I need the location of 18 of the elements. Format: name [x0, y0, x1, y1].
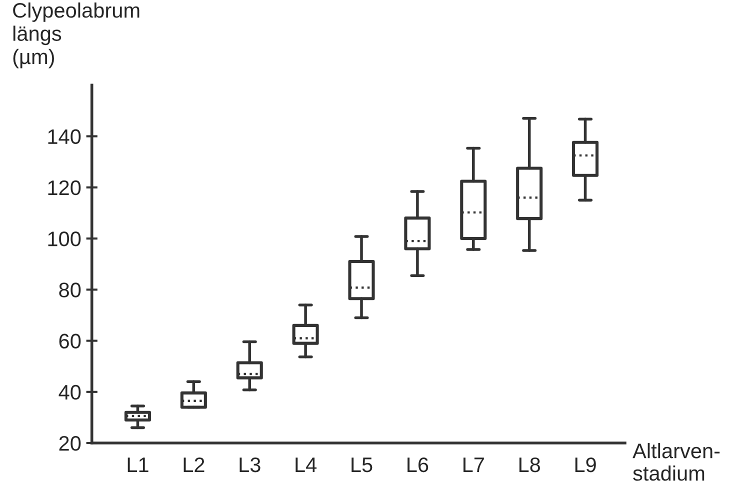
y-tick-label: 100 [48, 232, 81, 246]
x-tick-label: L5 [352, 458, 372, 472]
x-tick-label: L8 [519, 457, 540, 472]
x-tick-label: L1 [128, 458, 148, 472]
x-tick-label: L2 [184, 457, 204, 472]
y-tick-label: 40 [58, 384, 81, 400]
y-tick-label: 140 [48, 129, 81, 144]
y-tick-label: 80 [59, 282, 81, 298]
y-tick-label: 60 [59, 334, 81, 349]
x-axis-title: Altlarven- stadium [632, 443, 720, 481]
y-tick-label: 120 [48, 180, 81, 196]
x-tick-label: L7 [464, 458, 484, 472]
y-axis-title: Clypeolabrum längs (µm) [13, 2, 140, 68]
x-tick-label: L6 [408, 457, 428, 472]
y-tick-label: 20 [59, 436, 81, 451]
x-tick-label: L9 [575, 457, 596, 472]
x-tick-label: L4 [296, 458, 317, 472]
x-tick-label: L3 [240, 457, 260, 472]
